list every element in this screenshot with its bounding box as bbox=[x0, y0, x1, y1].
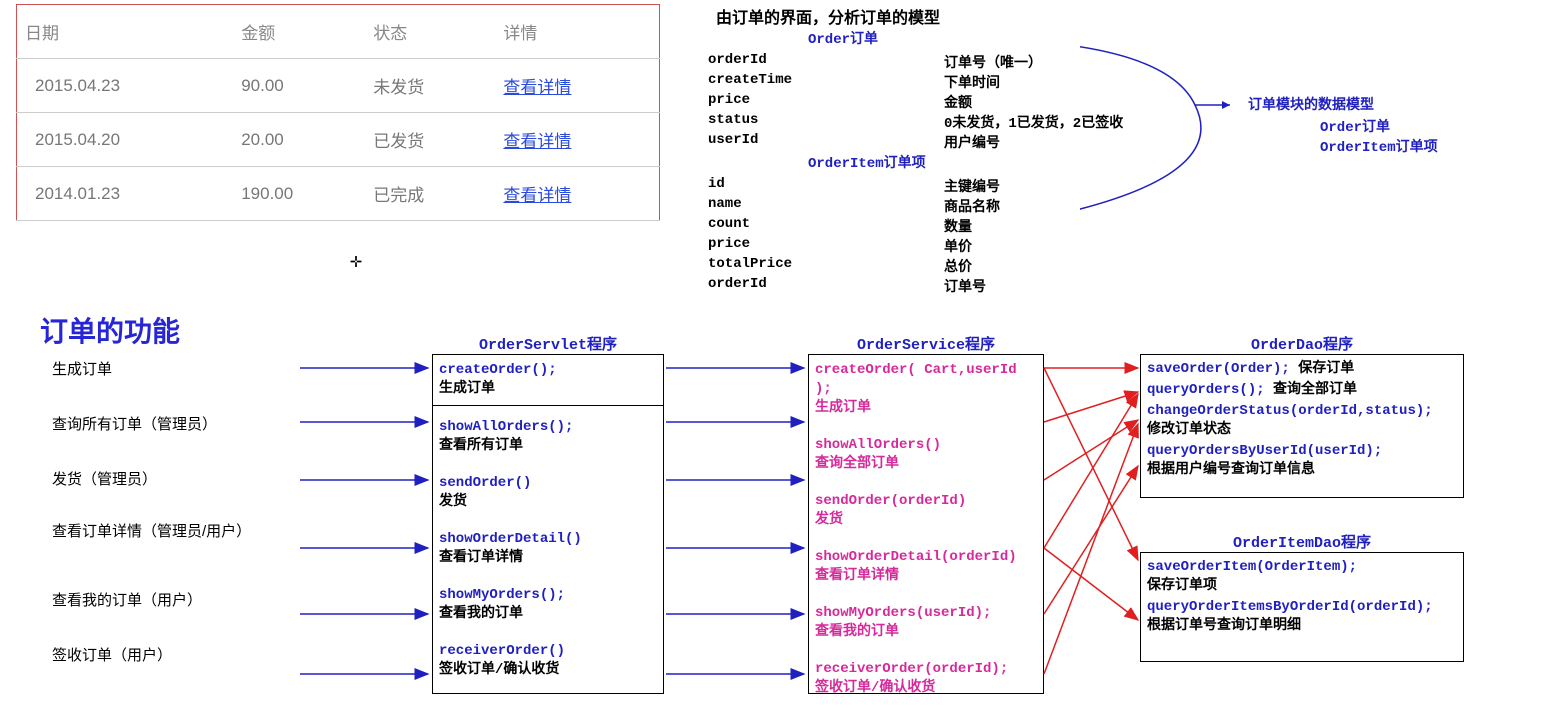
summary-orderitem: OrderItem订单项 bbox=[1320, 136, 1438, 156]
table-header-row: 日期 金额 状态 详情 bbox=[17, 5, 660, 59]
service-method: sendOrder(orderId)发货 bbox=[815, 490, 1037, 532]
field-key: orderId bbox=[708, 52, 767, 68]
cell-status: 未发货 bbox=[365, 59, 495, 113]
field-key: orderId bbox=[708, 276, 767, 292]
field-zh: 订单号 bbox=[944, 276, 986, 296]
service-method: showMyOrders(userId);查看我的订单 bbox=[815, 602, 1037, 644]
field-key: status bbox=[708, 112, 758, 128]
servlet-title: OrderServlet程序 bbox=[433, 333, 663, 354]
th-date: 日期 bbox=[17, 5, 234, 59]
field-zh: 金额 bbox=[944, 92, 972, 112]
view-detail-link[interactable]: 查看详情 bbox=[503, 132, 571, 151]
dao-method: saveOrder(Order); 保存订单 bbox=[1147, 359, 1457, 380]
dao-method: queryOrderItemsByOrderId(orderId);根据订单号查… bbox=[1147, 597, 1457, 637]
servlet-method: createOrder();生成订单 bbox=[439, 359, 657, 401]
table-row: 2014.01.23 190.00 已完成 查看详情 bbox=[17, 167, 660, 221]
service-box: OrderService程序 createOrder( Cart,userId … bbox=[808, 354, 1044, 694]
orderitem-header: OrderItem订单项 bbox=[808, 152, 926, 172]
field-zh: 总价 bbox=[944, 256, 972, 276]
cell-date: 2015.04.23 bbox=[17, 59, 234, 113]
cell-amount: 20.00 bbox=[233, 113, 365, 167]
field-key: count bbox=[708, 216, 750, 232]
fn-item: 查看订单详情（管理员/用户） bbox=[52, 523, 251, 541]
field-key: price bbox=[708, 92, 750, 108]
fn-item: 查看我的订单（用户） bbox=[52, 589, 251, 610]
servlet-method: receiverOrder()签收订单/确认收货 bbox=[439, 640, 657, 682]
cell-date: 2015.04.20 bbox=[17, 113, 234, 167]
service-method: showAllOrders()查询全部订单 bbox=[815, 434, 1037, 476]
cursor-icon: ✛ bbox=[350, 248, 362, 274]
cell-amount: 90.00 bbox=[233, 59, 365, 113]
itemdao-title: OrderItemDao程序 bbox=[1141, 531, 1463, 552]
field-zh: 订单号（唯一） bbox=[944, 52, 1042, 72]
th-status: 状态 bbox=[365, 5, 495, 59]
fn-item: 查询所有订单（管理员） bbox=[52, 413, 251, 434]
field-zh: 下单时间 bbox=[944, 72, 1000, 92]
field-zh: 商品名称 bbox=[944, 196, 1000, 216]
page-title: 订单的功能 bbox=[40, 310, 180, 350]
field-key: createTime bbox=[708, 72, 792, 88]
service-method: receiverOrder(orderId);签收订单/确认收货 bbox=[815, 658, 1037, 700]
field-key: id bbox=[708, 176, 725, 192]
model-title: 由订单的界面，分析订单的模型 bbox=[716, 4, 940, 28]
dao-method: queryOrdersByUserId(userId);根据用户编号查询订单信息 bbox=[1147, 441, 1457, 481]
field-zh: 数量 bbox=[944, 216, 972, 236]
dao-method: saveOrderItem(OrderItem);保存订单项 bbox=[1147, 557, 1457, 597]
view-detail-link[interactable]: 查看详情 bbox=[503, 186, 571, 205]
itemdao-box: OrderItemDao程序 saveOrderItem(OrderItem);… bbox=[1140, 552, 1464, 662]
orderdao-box: OrderDao程序 saveOrder(Order); 保存订单 queryO… bbox=[1140, 354, 1464, 498]
function-list: 生成订单 查询所有订单（管理员） 发货（管理员） 查看订单详情（管理员/用户） … bbox=[52, 358, 251, 699]
field-zh: 用户编号 bbox=[944, 132, 1000, 152]
summary-title: 订单模块的数据模型 bbox=[1248, 94, 1374, 114]
service-title: OrderService程序 bbox=[809, 333, 1043, 354]
field-key: totalPrice bbox=[708, 256, 792, 272]
cell-amount: 190.00 bbox=[233, 167, 365, 221]
field-key: name bbox=[708, 196, 742, 212]
field-zh: 单价 bbox=[944, 236, 972, 256]
order-table: 日期 金额 状态 详情 2015.04.23 90.00 未发货 查看详情 20… bbox=[16, 4, 660, 221]
field-zh: 主键编号 bbox=[944, 176, 1000, 196]
table-row: 2015.04.20 20.00 已发货 查看详情 bbox=[17, 113, 660, 167]
dao-method: queryOrders(); 查询全部订单 bbox=[1147, 380, 1457, 401]
brace-icon bbox=[1080, 45, 1250, 295]
servlet-method: sendOrder()发货 bbox=[439, 472, 657, 514]
th-amount: 金额 bbox=[233, 5, 365, 59]
dao-method: changeOrderStatus(orderId,status);修改订单状态 bbox=[1147, 401, 1457, 441]
cell-status: 已完成 bbox=[365, 167, 495, 221]
orderdao-title: OrderDao程序 bbox=[1141, 333, 1463, 354]
cell-date: 2014.01.23 bbox=[17, 167, 234, 221]
service-method: showOrderDetail(orderId)查看订单详情 bbox=[815, 546, 1037, 588]
service-method: createOrder( Cart,userId );生成订单 bbox=[815, 359, 1037, 420]
fn-item: 签收订单（用户） bbox=[52, 644, 251, 665]
servlet-method: showOrderDetail()查看订单详情 bbox=[439, 528, 657, 570]
servlet-method: showAllOrders();查看所有订单 bbox=[439, 416, 657, 458]
th-detail: 详情 bbox=[495, 5, 659, 59]
fn-item: 发货（管理员） bbox=[52, 468, 251, 489]
cell-status: 已发货 bbox=[365, 113, 495, 167]
field-key: price bbox=[708, 236, 750, 252]
summary-order: Order订单 bbox=[1320, 116, 1390, 136]
order-header: Order订单 bbox=[808, 28, 878, 48]
servlet-box: OrderServlet程序 createOrder();生成订单 showAl… bbox=[432, 354, 664, 694]
servlet-method: showMyOrders();查看我的订单 bbox=[439, 584, 657, 626]
fn-item: 生成订单 bbox=[52, 358, 251, 379]
view-detail-link[interactable]: 查看详情 bbox=[503, 78, 571, 97]
field-key: userId bbox=[708, 132, 758, 148]
table-row: 2015.04.23 90.00 未发货 查看详情 bbox=[17, 59, 660, 113]
